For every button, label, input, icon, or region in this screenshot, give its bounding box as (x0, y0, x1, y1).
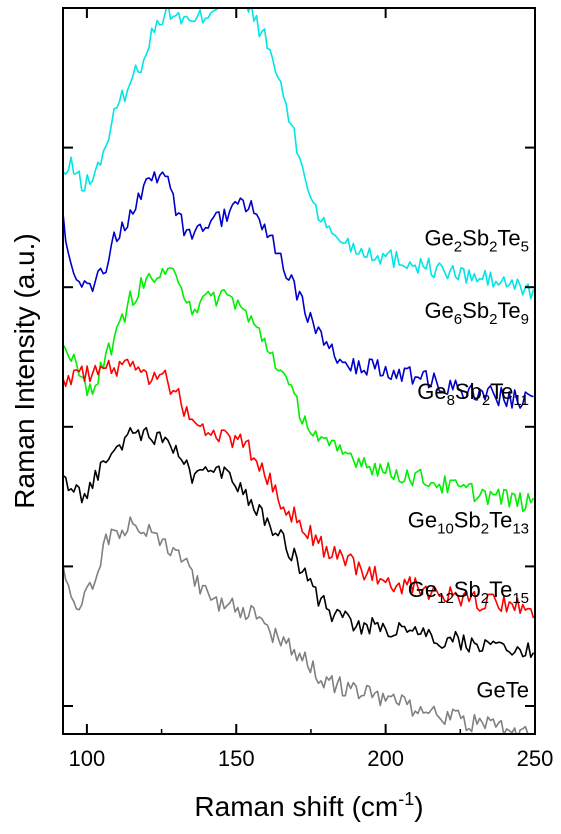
series-line-ge2sb2te5 (63, 8, 535, 300)
x-axis-title-main: Raman shift (cm (194, 791, 398, 822)
x-tick-label-200: 200 (367, 746, 404, 771)
series-label-ge12sb2te15: Ge12Sb2Te15 (408, 577, 529, 607)
series-layer (63, 8, 535, 734)
ticks-layer: 100 150 200 250 (63, 7, 554, 771)
series-line-gete (63, 516, 529, 734)
series-label-gete: GeTe (476, 678, 529, 703)
series-label-ge10sb2te13: Ge10Sb2Te13 (408, 507, 529, 537)
series-label-ge6sb2te9: Ge6Sb2Te9 (424, 298, 529, 328)
x-axis-title-tail: ) (414, 791, 423, 822)
series-line-ge6sb2te9 (63, 171, 534, 409)
x-axis-title-superscript: -1 (398, 789, 414, 809)
plot-frame (62, 7, 536, 735)
x-tick-label-100: 100 (69, 746, 106, 771)
series-label-ge8sb2te11: Ge8Sb2Te11 (417, 379, 529, 409)
x-tick-label-250: 250 (517, 746, 554, 771)
series-line-ge12sb2te15 (63, 426, 535, 659)
series-line-ge10sb2te13 (63, 358, 535, 619)
series-label-ge2sb2te5: Ge2Sb2Te5 (424, 225, 529, 255)
x-axis-title: Raman shift (cm-1) (194, 789, 423, 822)
x-tick-label-150: 150 (218, 746, 255, 771)
y-axis-title: Raman Intensity (a.u.) (9, 233, 40, 508)
series-line-ge8sb2te11 (63, 267, 535, 513)
series-labels: Ge2Sb2Te5 Ge6Sb2Te9 Ge8Sb2Te11 Ge10Sb2Te13 G… (408, 225, 529, 702)
